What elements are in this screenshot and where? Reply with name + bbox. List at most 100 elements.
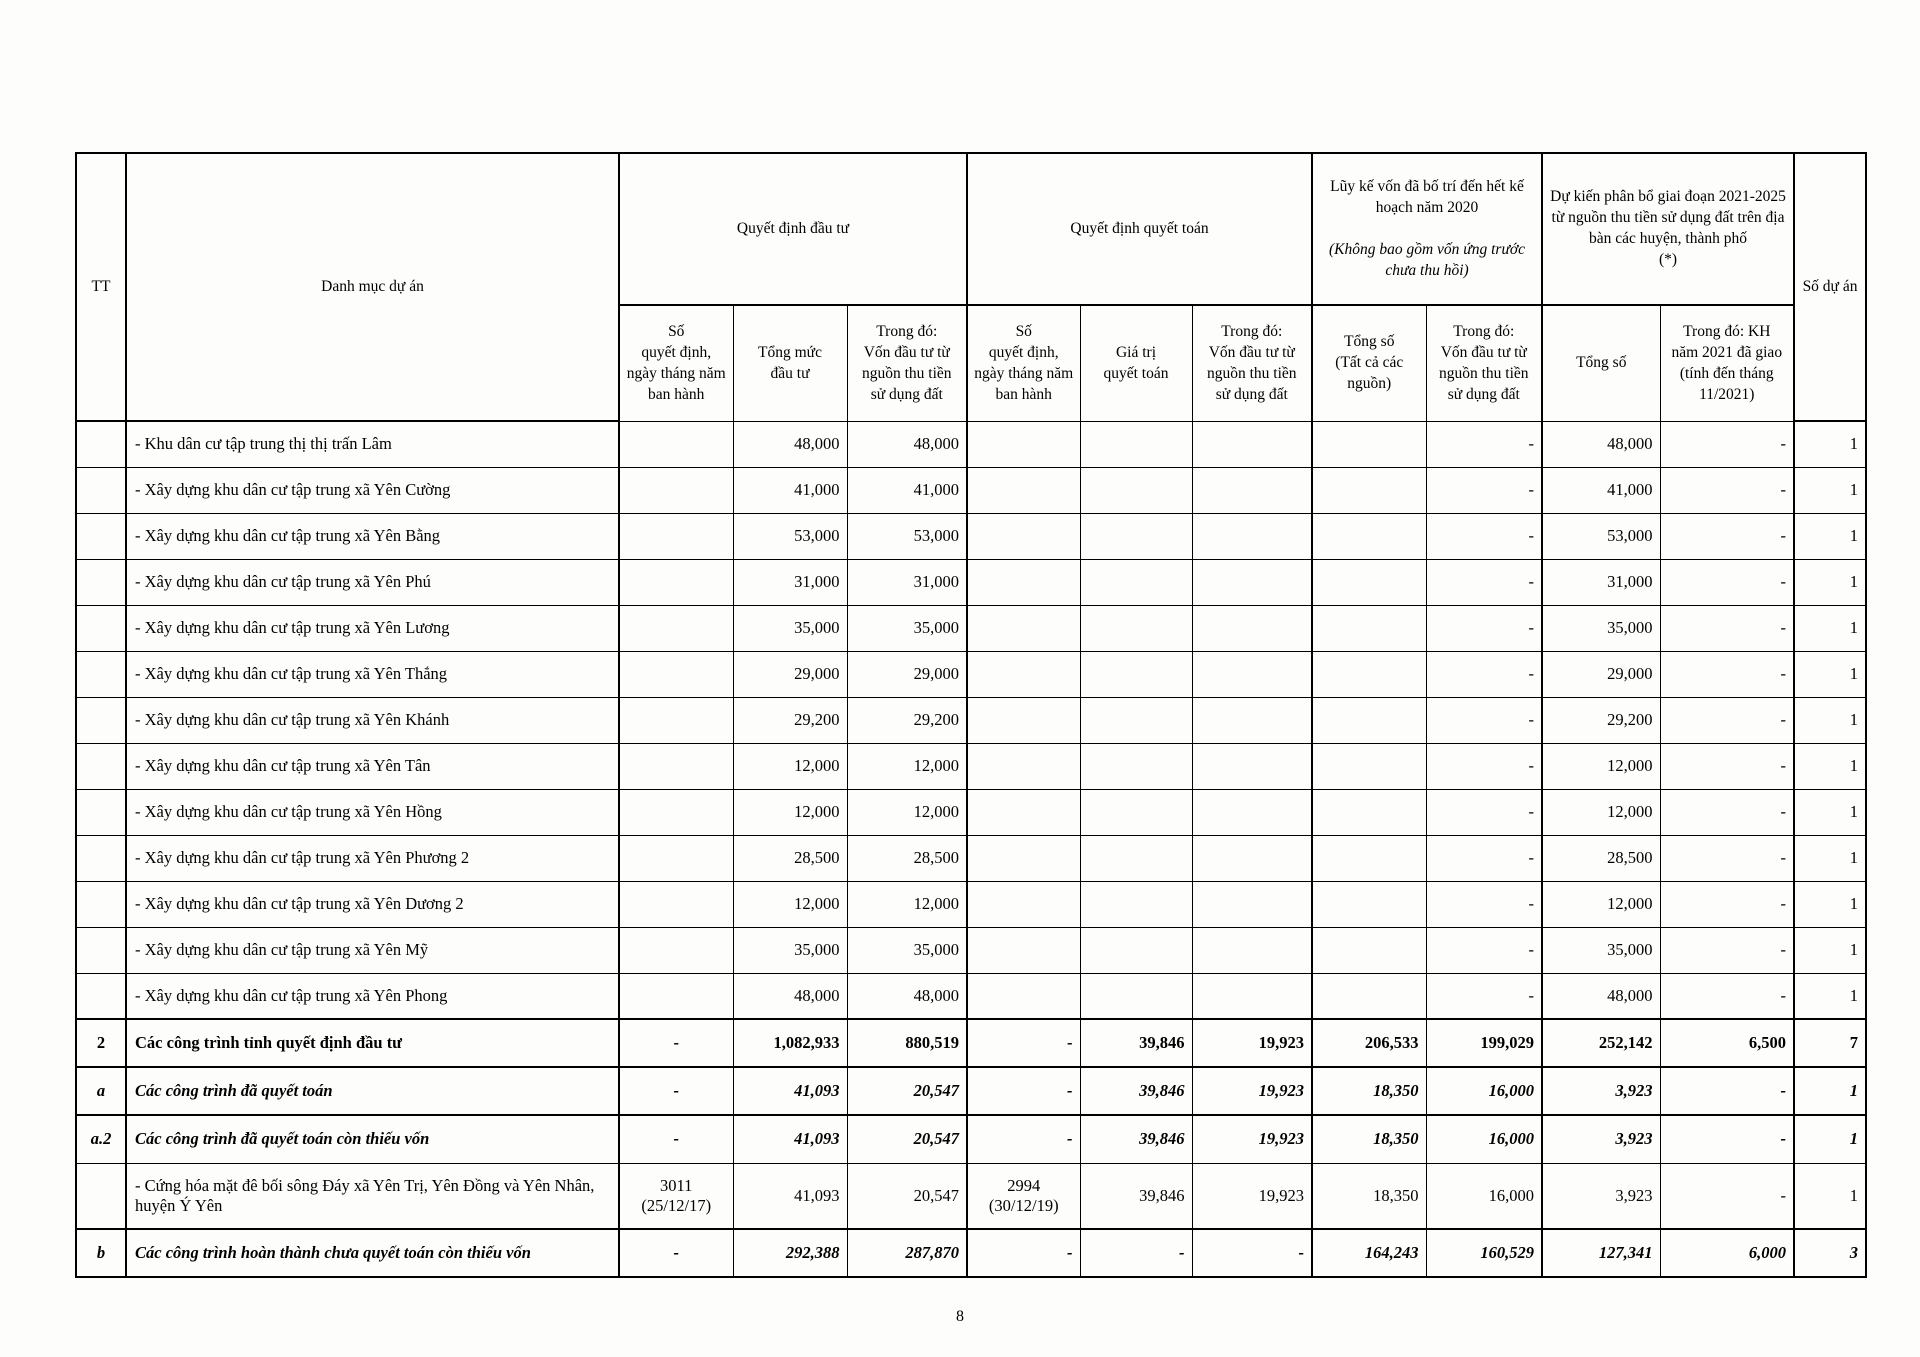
cell-tong-muc-dau-tu: 29,200: [732, 696, 848, 744]
header-sub-row: Số quyết định, ngày tháng năm ban hành T…: [76, 304, 1866, 422]
table-row: - Xây dựng khu dân cư tập trung xã Yên T…: [75, 742, 1867, 790]
cell-tong-so-du-kien: 41,000: [1541, 466, 1661, 514]
cell-von-dat-quyet-toan: [1191, 972, 1313, 1020]
cell-tong-so-du-kien: 53,000: [1541, 512, 1661, 560]
cell-tong-so-luy-ke: [1311, 972, 1427, 1020]
cell-so-du-an: 1: [1793, 834, 1867, 882]
cell-gia-tri-quyet-toan: 39,846: [1079, 1162, 1193, 1230]
group-header-luy-ke-von: Lũy kế vốn đã bố trí đến hết kế hoạch nă…: [1311, 152, 1543, 307]
cell-gia-tri-quyet-toan: [1079, 420, 1193, 468]
cell-tong-muc-dau-tu: 41,093: [732, 1162, 848, 1230]
table-row: - Khu dân cư tập trung thị thị trấn Lâm 4…: [75, 420, 1867, 468]
cell-gia-tri-quyet-toan: 39,846: [1079, 1066, 1193, 1116]
col-header-von-dat-luy-ke: Trong đó: Vốn đầu tư từ nguồn thu tiền s…: [1425, 304, 1543, 422]
cell-so-du-an: 7: [1793, 1018, 1867, 1068]
cell-von-dat-quyet-toan: [1191, 696, 1313, 744]
cell-tong-so-du-kien: 35,000: [1541, 604, 1661, 652]
cell-von-dat-dau-tu: 880,519: [846, 1018, 968, 1068]
cell-so-qd-dau-tu: [618, 972, 734, 1020]
col-header-tong-so-luy-ke: Tổng số (Tất cả các nguồn): [1311, 304, 1427, 422]
cell-tong-muc-dau-tu: 1,082,933: [732, 1018, 848, 1068]
table-row: - Xây dựng khu dân cư tập trung xã Yên P…: [75, 972, 1867, 1020]
cell-so-qd-dau-tu: [618, 834, 734, 882]
cell-tt: a: [75, 1066, 127, 1116]
cell-so-qd-dau-tu: [618, 880, 734, 928]
cell-gia-tri-quyet-toan: [1079, 696, 1193, 744]
col-header-tong-so-du-kien: Tổng số: [1541, 304, 1661, 422]
cell-so-qd-dau-tu: [618, 788, 734, 836]
cell-so-qd-quyet-toan: [966, 558, 1081, 606]
cell-project-name: - Xây dựng khu dân cư tập trung xã Yên D…: [125, 880, 620, 928]
cell-tong-muc-dau-tu: 31,000: [732, 558, 848, 606]
table-body: - Khu dân cư tập trung thị thị trấn Lâm 4…: [75, 420, 1867, 1278]
cell-so-du-an: 3: [1793, 1228, 1867, 1278]
cell-von-dat-luy-ke: 16,000: [1425, 1114, 1543, 1164]
table-row: - Xây dựng khu dân cư tập trung xã Yên D…: [75, 880, 1867, 928]
table-row: - Xây dựng khu dân cư tập trung xã Yên L…: [75, 604, 1867, 652]
group-header-quyet-dinh-dau-tu: Quyết định đầu tư: [618, 152, 968, 307]
cell-project-name: - Xây dựng khu dân cư tập trung xã Yên K…: [125, 696, 620, 744]
cell-kh-2021: -: [1659, 926, 1795, 974]
cell-von-dat-quyet-toan: [1191, 558, 1313, 606]
cell-tong-muc-dau-tu: 48,000: [732, 972, 848, 1020]
cell-so-du-an: 1: [1793, 558, 1867, 606]
cell-tong-muc-dau-tu: 35,000: [732, 604, 848, 652]
cell-gia-tri-quyet-toan: [1079, 972, 1193, 1020]
cell-so-du-an: 1: [1793, 1162, 1867, 1230]
cell-von-dat-dau-tu: 29,200: [846, 696, 968, 744]
cell-so-du-an: 1: [1793, 742, 1867, 790]
cell-project-name: - Khu dân cư tập trung thị thị trấn Lâm: [125, 420, 620, 468]
cell-von-dat-luy-ke: -: [1425, 834, 1543, 882]
cell-tt: [75, 972, 127, 1020]
cell-so-qd-dau-tu: [618, 650, 734, 698]
cell-kh-2021: -: [1659, 466, 1795, 514]
table-row: a Các công trình đã quyết toán -41,093 20,5…: [75, 1066, 1867, 1116]
cell-tong-so-du-kien: 35,000: [1541, 926, 1661, 974]
cell-von-dat-luy-ke: 160,529: [1425, 1228, 1543, 1278]
cell-von-dat-quyet-toan: -: [1191, 1228, 1313, 1278]
cell-tt: b: [75, 1228, 127, 1278]
cell-project-name: - Xây dựng khu dân cư tập trung xã Yên P…: [125, 834, 620, 882]
cell-von-dat-luy-ke: 199,029: [1425, 1018, 1543, 1068]
cell-von-dat-luy-ke: -: [1425, 880, 1543, 928]
cell-gia-tri-quyet-toan: 39,846: [1079, 1018, 1193, 1068]
cell-so-du-an: 1: [1793, 972, 1867, 1020]
cell-von-dat-dau-tu: 20,547: [846, 1114, 968, 1164]
cell-von-dat-luy-ke: -: [1425, 512, 1543, 560]
cell-tong-so-luy-ke: [1311, 696, 1427, 744]
table-row: - Xây dựng khu dân cư tập trung xã Yên T…: [75, 650, 1867, 698]
cell-von-dat-dau-tu: 20,547: [846, 1162, 968, 1230]
cell-tong-so-du-kien: 12,000: [1541, 880, 1661, 928]
table-row: - Xây dựng khu dân cư tập trung xã Yên C…: [75, 466, 1867, 514]
cell-von-dat-dau-tu: 12,000: [846, 788, 968, 836]
cell-tong-so-du-kien: 31,000: [1541, 558, 1661, 606]
cell-so-qd-quyet-toan: [966, 788, 1081, 836]
cell-so-qd-quyet-toan: -: [966, 1018, 1081, 1068]
cell-tong-muc-dau-tu: 29,000: [732, 650, 848, 698]
cell-tt: [75, 742, 127, 790]
cell-project-name: - Xây dựng khu dân cư tập trung xã Yên P…: [125, 972, 620, 1020]
cell-kh-2021: -: [1659, 420, 1795, 468]
cell-kh-2021: -: [1659, 1114, 1795, 1164]
cell-project-name: - Xây dựng khu dân cư tập trung xã Yên T…: [125, 650, 620, 698]
cell-tong-so-du-kien: 127,341: [1541, 1228, 1661, 1278]
cell-gia-tri-quyet-toan: [1079, 466, 1193, 514]
cell-tong-so-luy-ke: [1311, 558, 1427, 606]
cell-von-dat-quyet-toan: 19,923: [1191, 1162, 1313, 1230]
cell-gia-tri-quyet-toan: [1079, 926, 1193, 974]
cell-von-dat-quyet-toan: [1191, 788, 1313, 836]
cell-so-qd-quyet-toan: [966, 926, 1081, 974]
project-funding-table: TT Danh mục dự án Quyết định đầu tư Quyế…: [75, 152, 1868, 1279]
col-header-von-dat-quyet-toan: Trong đó: Vốn đầu tư từ nguồn thu tiền s…: [1191, 304, 1313, 422]
cell-so-qd-dau-tu: [618, 696, 734, 744]
cell-tong-so-luy-ke: [1311, 512, 1427, 560]
cell-tong-muc-dau-tu: 41,093: [732, 1066, 848, 1116]
cell-von-dat-quyet-toan: 19,923: [1191, 1018, 1313, 1068]
cell-so-qd-quyet-toan: [966, 742, 1081, 790]
col-header-so-quyet-dinh-dau-tu: Số quyết định, ngày tháng năm ban hành: [618, 304, 734, 422]
cell-so-du-an: 1: [1793, 512, 1867, 560]
cell-von-dat-dau-tu: 12,000: [846, 880, 968, 928]
cell-tong-so-luy-ke: [1311, 604, 1427, 652]
cell-so-qd-dau-tu: [618, 558, 734, 606]
cell-tong-so-du-kien: 252,142: [1541, 1018, 1661, 1068]
